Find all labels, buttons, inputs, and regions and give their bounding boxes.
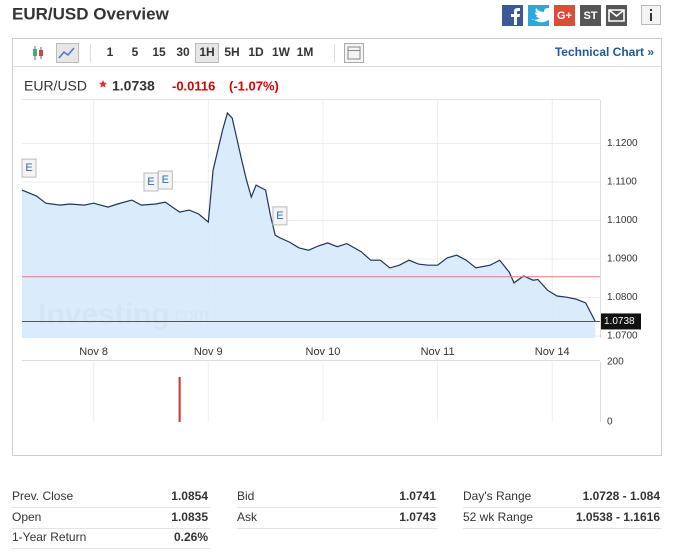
email-icon xyxy=(608,9,625,22)
settings-icon xyxy=(347,46,361,60)
stat-value: 1.0741 xyxy=(399,489,436,503)
event-flag-label: E xyxy=(276,210,283,222)
volume-tick-label: 0 xyxy=(607,417,613,428)
stat-label: Day's Range xyxy=(463,489,532,503)
stat-label: Open xyxy=(12,510,41,524)
stat-value: 1.0835 xyxy=(171,510,208,524)
x-tick-label: Nov 9 xyxy=(194,346,223,358)
facebook-icon xyxy=(511,8,520,25)
quote-price: 1.0738 xyxy=(112,78,155,94)
period-button[interactable]: 5H xyxy=(224,45,239,59)
period-button[interactable]: 30 xyxy=(176,45,190,59)
event-flag[interactable] xyxy=(272,206,288,226)
period-button[interactable]: 15 xyxy=(152,45,166,59)
period-button[interactable]: 5 xyxy=(132,45,139,59)
line-chart-button[interactable] xyxy=(56,43,79,63)
info-icon-dot xyxy=(650,9,652,11)
price-area xyxy=(22,113,596,338)
stat-value: 1.0854 xyxy=(171,489,208,503)
y-tick-label: 1.1200 xyxy=(607,138,638,149)
quote-symbol: EUR/USD xyxy=(24,78,87,94)
quote-change-percent: (-1.07%) xyxy=(229,78,279,93)
twitter-icon xyxy=(531,8,554,23)
event-flag-label: E xyxy=(162,174,169,186)
period-button[interactable]: 1M xyxy=(297,45,314,59)
volume-bar xyxy=(178,377,181,422)
y-tick-label: 1.0900 xyxy=(607,254,638,265)
period-button[interactable]: 1H xyxy=(199,45,214,59)
event-flag[interactable] xyxy=(21,158,37,178)
candle-body xyxy=(33,49,37,56)
stocktwits-button[interactable] xyxy=(580,5,601,26)
period-button[interactable]: 1D xyxy=(248,45,264,59)
stat-value: 1.0538 - 1.1616 xyxy=(576,510,660,524)
event-flag-label: E xyxy=(147,176,154,188)
y-tick-label: 1.0800 xyxy=(607,292,638,303)
stat-value: 1.0728 - 1.084 xyxy=(583,489,661,503)
x-tick-label: Nov 8 xyxy=(79,346,108,358)
y-tick-label: 1.0700 xyxy=(607,331,638,342)
google-plus-button[interactable] xyxy=(554,5,575,26)
page-title: EUR/USD Overview xyxy=(12,4,170,23)
last-price-tag xyxy=(601,313,641,330)
technical-chart-link[interactable]: Technical Chart » xyxy=(555,45,654,59)
period-button[interactable]: 1W xyxy=(272,45,291,59)
event-flag[interactable] xyxy=(157,170,173,190)
settings-button[interactable] xyxy=(344,43,364,63)
event-flag-label: E xyxy=(25,162,32,174)
period-selected-bg xyxy=(195,43,219,63)
candle-body xyxy=(39,50,43,56)
info-icon-bar xyxy=(650,13,652,21)
quote-change: -0.0116 xyxy=(172,78,215,93)
stocktwits-label: ST xyxy=(583,10,597,22)
period-button[interactable]: 1 xyxy=(107,45,114,59)
stat-label: Bid xyxy=(237,489,254,503)
stat-label: 52 wk Range xyxy=(463,510,533,524)
stat-value: 0.26% xyxy=(174,530,208,544)
watch-star[interactable] xyxy=(99,80,107,88)
volume-tick-label: 200 xyxy=(607,357,624,368)
y-tick-label: 1.1100 xyxy=(607,177,637,188)
stat-label: Prev. Close xyxy=(12,489,73,503)
candles-button[interactable] xyxy=(33,46,43,60)
stat-label: Ask xyxy=(237,510,258,524)
x-tick-label: Nov 10 xyxy=(306,346,341,358)
x-tick-label: Nov 11 xyxy=(421,346,455,358)
last-price-label: 1.0738 xyxy=(604,316,635,327)
x-tick-label: Nov 14 xyxy=(535,346,570,358)
line-chart-icon xyxy=(58,47,75,59)
stat-label: 1-Year Return xyxy=(12,530,86,544)
price-line xyxy=(21,111,596,322)
google-plus-label: G+ xyxy=(557,10,572,22)
stat-value: 1.0743 xyxy=(399,510,436,524)
y-tick-label: 1.1000 xyxy=(607,215,638,226)
